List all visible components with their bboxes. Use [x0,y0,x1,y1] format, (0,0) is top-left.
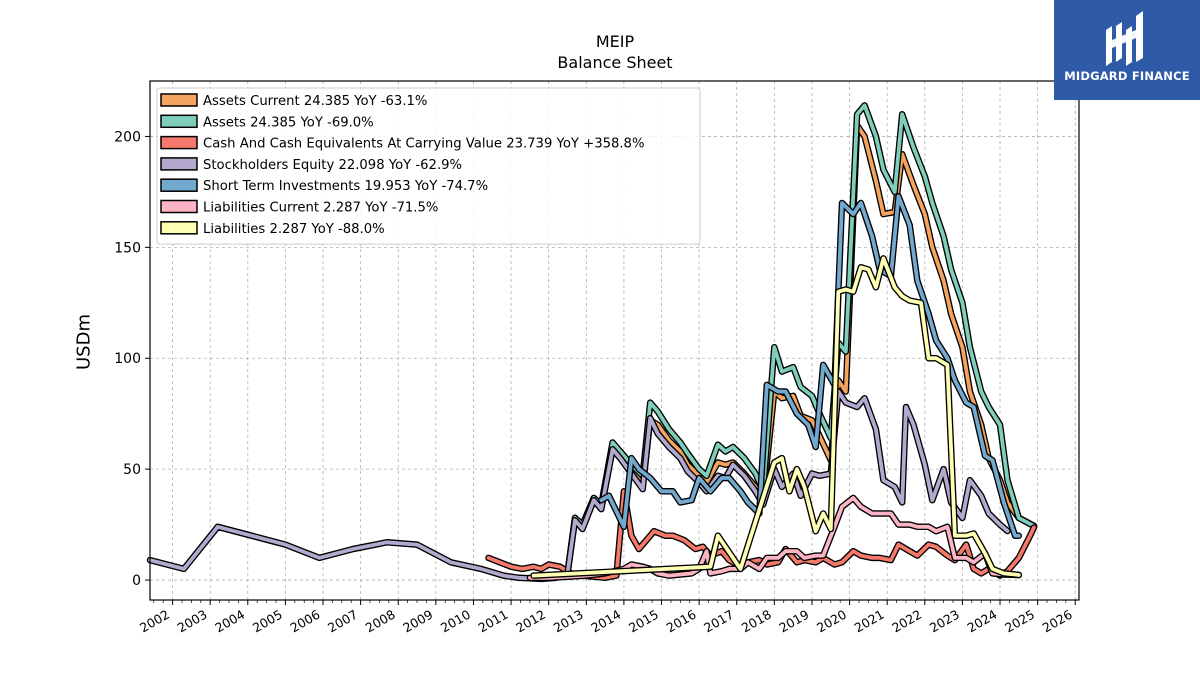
series-line [599,194,1021,538]
x-tick-label: 2021 [852,607,887,636]
series-line [148,389,1010,581]
legend-entry: Liabilities Current 2.287 YoY -71.5% [203,201,438,216]
y-tick-label: 150 [114,240,141,256]
x-tick-label: 2011 [476,607,511,636]
brand-name: MIDGARD FINANCE [1064,69,1190,83]
legend-swatch [160,199,198,214]
legend-swatch [160,114,198,129]
y-tick-label: 100 [114,351,141,367]
legend-swatch [160,135,198,150]
x-tick-label: 2006 [287,607,322,636]
x-tick-label: 2019 [776,607,811,636]
x-tick-label: 2013 [551,607,586,636]
x-tick-label: 2016 [664,607,699,636]
legend-entry: Assets Current 24.385 YoY -63.1% [203,94,427,109]
y-tick-label: 200 [114,129,141,145]
x-tick-label: 2017 [701,607,736,636]
x-tick-label: 2008 [363,607,398,636]
legend-entry: Cash And Cash Equivalents At Carrying Va… [203,137,644,152]
x-tick-label: 2026 [1040,607,1075,636]
series-stockholders-equity [146,388,1011,583]
legend-swatch [160,178,198,192]
series-line [531,256,1021,578]
y-tick-label: 0 [132,573,141,589]
series-liabilities [530,255,1023,579]
legend-entry: Stockholders Equity 22.098 YoY -62.9% [203,158,462,173]
x-tick-label: 2018 [739,607,774,636]
x-tick-label: 2015 [626,607,661,636]
chart-subtitle: Balance Sheet [557,53,673,72]
x-tick-label: 2012 [513,607,548,636]
legend-entry: Short Term Investments 19.953 YoY -74.7% [203,179,488,194]
x-tick-label: 2025 [1002,607,1037,636]
x-tick-label: 2023 [927,607,962,636]
legend-swatch [160,157,198,171]
chart-title: MEIP [595,32,635,51]
x-tick-label: 2010 [438,607,473,636]
legend-entry: Liabilities 2.287 YoY -88.0% [203,222,385,237]
x-tick-label: 2024 [964,607,999,636]
legend-swatch [160,93,198,107]
y-tick-label: 50 [123,462,141,478]
legend-box [156,87,701,245]
x-tick-label: 2007 [325,607,360,636]
legend-entry: Assets 24.385 YoY -69.0% [203,115,374,130]
x-tick-label: 2004 [212,607,247,636]
y-axis: 0 50 100 150 200 [114,129,150,589]
brand-logo: MIDGARD FINANCE [1054,0,1200,100]
brand-logo-mark-icon [1106,11,1143,66]
x-tick-label: 2002 [137,607,172,636]
y-axis-label: USDm [73,314,95,370]
x-tick-label: 2005 [250,607,285,636]
series-line-outline [146,388,1011,583]
series-short-term-investments [598,193,1023,540]
x-axis: 2002 2003 2004 2005 2006 2007 2008 2009 2010 2011… [137,600,1076,636]
x-tick-label: 2022 [889,607,924,636]
legend: Assets Current 24.385 YoY -63.1% Assets 2… [156,87,701,245]
x-tick-label: 2020 [814,607,849,636]
x-tick-label: 2009 [400,607,435,636]
x-tick-label: 2014 [588,607,623,636]
series-group [146,102,1038,583]
legend-swatch [160,221,198,235]
x-tick-label: 2003 [175,607,210,636]
